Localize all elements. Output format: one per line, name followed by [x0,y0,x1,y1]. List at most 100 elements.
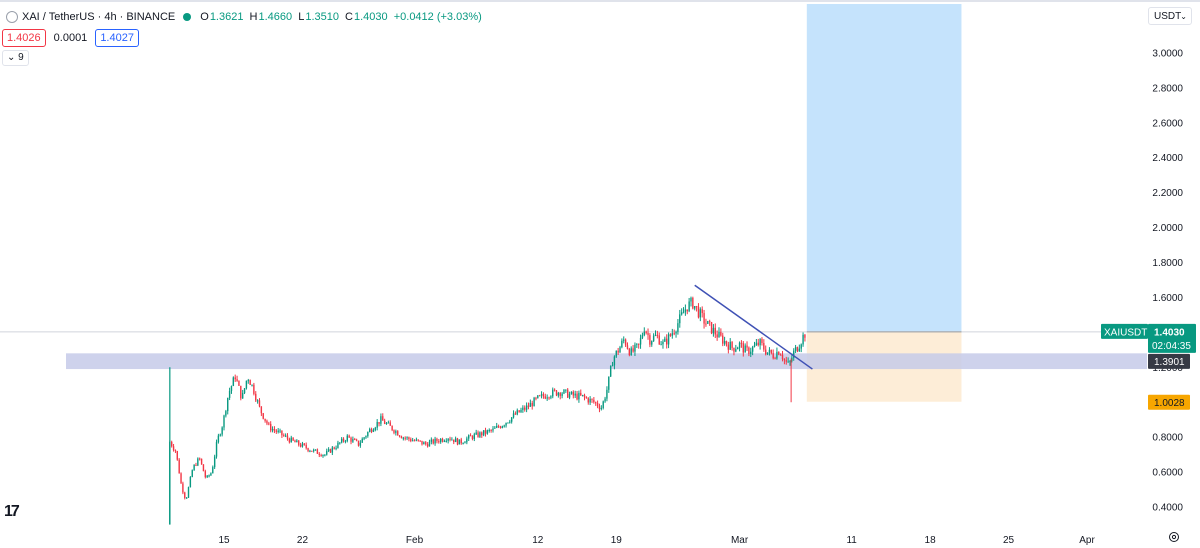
trendline[interactable] [694,284,813,370]
candle-body [656,334,659,336]
candle-body [736,347,739,350]
current-price-tag[interactable] [1148,323,1196,353]
candle-body [800,344,802,349]
candle-body [759,339,761,346]
candle-body [324,454,326,456]
symbol-title[interactable]: XAI / TetherUS · 4h · BINANCE [22,11,176,23]
close-value: 1.4030 [354,11,388,23]
top-border [0,0,1200,2]
candle-body [565,389,567,391]
candle-body [454,438,457,443]
low-label: L [298,11,305,23]
candle-body [283,435,285,437]
candle-body [191,470,193,477]
stop-price-tag[interactable] [1148,394,1190,410]
candle-body [397,431,399,436]
candle-body [365,436,367,438]
candle-body [359,442,362,446]
x-tick-label: 18 [925,535,937,546]
candle-body [684,309,687,313]
candle-body [669,334,672,336]
market-status-dot-icon [183,13,192,21]
candle-body [512,413,515,418]
change-value: +0.0412 (+3.03%) [393,11,482,23]
candle-body [311,450,313,452]
candle-body [552,389,554,397]
x-tick-label: 19 [611,535,623,546]
candle-body [187,487,190,498]
candle-body [361,438,363,443]
x-tick-label: 11 [846,535,857,546]
candle-body [245,380,248,389]
candle-body [623,339,625,341]
indicators-toggle[interactable]: ⌄ 9 [2,50,29,66]
x-axis: 15 22 Feb 12 19 Mar 11 18 25 Apr [218,535,1095,546]
buy-price-button[interactable]: 1.4027 [95,29,139,47]
candle-body [503,425,505,427]
candle-body [383,420,386,424]
candle-body [763,343,765,350]
candle-body [791,357,793,362]
candle-body [593,399,595,403]
support-band[interactable] [66,353,1147,370]
candle-body [779,354,782,356]
candle-body [776,351,778,359]
candle-body [505,422,507,426]
candle-body [318,453,320,455]
open-label: O [200,11,209,23]
candle-body [184,492,186,498]
sell-price-button[interactable]: 1.4026 [2,29,46,47]
candle-body [725,341,728,345]
candle-body [738,342,741,348]
candle-body [798,348,801,352]
currency-button[interactable]: USDT ⌄ [1148,7,1192,25]
candle-body [563,389,565,394]
candle-body [688,301,690,312]
candle-body [606,389,608,399]
candle-body [662,341,664,345]
candle-body [236,379,238,381]
candle-body [718,331,720,338]
candle-body [398,435,401,437]
candle-body [434,438,436,444]
candle-body [533,397,535,407]
candle-body [497,425,500,427]
y-axis: 3.0000 2.8000 2.6000 2.4000 2.2000 2.0000 1.80… [1152,48,1183,513]
candle-body [215,442,218,457]
candle-body [219,434,221,436]
candle-body [727,344,730,350]
candle-body [298,440,300,445]
candle-body [639,338,642,345]
candle-body [352,439,354,442]
candle-body [208,475,210,477]
x-tick-label: 15 [218,535,230,546]
candle-body [256,400,259,402]
candle-body [172,446,175,451]
candle-body [761,339,763,344]
candle-body [667,334,670,345]
settings-icon[interactable] [1168,531,1180,543]
candle-body [692,297,694,309]
candle-body [296,440,298,443]
candle-body [406,437,408,439]
candle-body [574,393,576,396]
candle-body [314,449,317,451]
coin-icon [6,11,18,23]
candle-body [189,476,192,488]
candle-body [458,439,461,445]
level-price-tag[interactable] [1148,353,1190,369]
candle-body [643,331,645,336]
candle-body [705,323,707,325]
candle-body [746,345,748,348]
candle-body [766,352,769,355]
candle-body [441,438,444,442]
candle-body [802,334,804,345]
target-zone[interactable] [806,4,962,332]
current-symbol-tag[interactable] [1101,323,1148,339]
candle-body [305,444,307,449]
candle-body [357,440,360,446]
candle-body [288,438,291,443]
candle-body [634,344,636,352]
candle-body [354,439,356,441]
